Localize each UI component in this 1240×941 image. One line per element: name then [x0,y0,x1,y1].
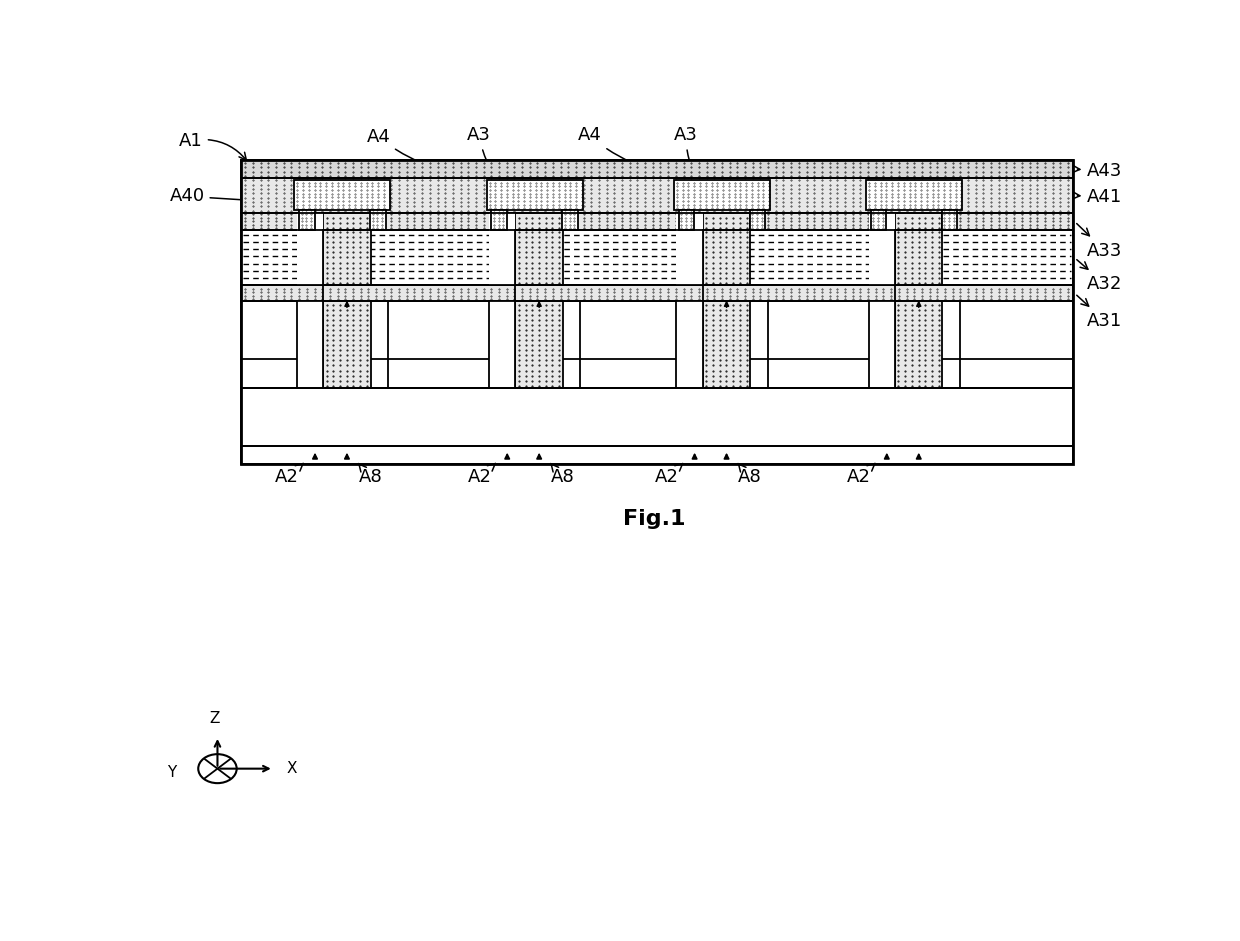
Bar [675,180,770,210]
Bar [491,210,507,231]
Bar [324,301,371,389]
Bar [242,213,1073,231]
Bar [242,285,1073,301]
Text: A4: A4 [367,128,526,176]
Text: Z: Z [210,710,219,726]
Bar [868,231,895,285]
Text: A4: A4 [578,126,713,175]
Bar [516,301,563,389]
Bar [676,213,703,231]
Text: A41: A41 [1073,188,1122,206]
Text: A2: A2 [655,464,683,486]
Bar [870,210,887,231]
Bar [563,210,578,231]
Text: A2: A2 [275,464,304,486]
Bar [516,231,563,285]
Bar [868,213,895,231]
Text: A2: A2 [467,464,496,486]
Bar [296,213,324,231]
Text: A43: A43 [1073,162,1122,180]
Bar [296,301,324,389]
Bar [242,231,1073,285]
Bar [371,210,386,231]
Bar [242,160,1073,178]
Bar [895,301,942,389]
Bar [676,231,703,285]
Bar [242,160,1073,464]
Bar [324,213,371,231]
Bar [516,213,563,231]
Text: A40: A40 [170,187,274,205]
Bar [294,180,391,210]
Text: A1: A1 [179,132,247,160]
Text: X: X [286,761,296,776]
Text: A31: A31 [1076,295,1122,330]
Bar [867,180,962,210]
Bar [703,301,750,389]
Bar [489,231,516,285]
Text: A8: A8 [738,464,761,486]
Bar [678,210,694,231]
Bar [703,213,750,231]
Bar [895,231,942,285]
Bar [242,389,1073,464]
Bar [299,210,315,231]
Bar [486,180,583,210]
Text: Fig.1: Fig.1 [624,509,686,529]
Text: A33: A33 [1076,224,1122,260]
Bar [296,231,324,285]
Bar [895,213,942,231]
Text: A8: A8 [358,464,382,486]
Bar [942,210,957,231]
Text: A32: A32 [1076,260,1122,293]
Bar [324,231,371,285]
Text: A2: A2 [847,464,875,486]
Text: A3: A3 [467,126,544,215]
Text: A3: A3 [675,126,733,214]
Bar [489,301,516,389]
Bar [242,301,1073,389]
Bar [703,231,750,285]
Bar [489,213,516,231]
Text: A8: A8 [551,464,574,486]
Bar [242,178,1073,213]
Bar [750,210,765,231]
Bar [676,301,703,389]
Text: Y: Y [166,765,176,780]
Bar [868,301,895,389]
